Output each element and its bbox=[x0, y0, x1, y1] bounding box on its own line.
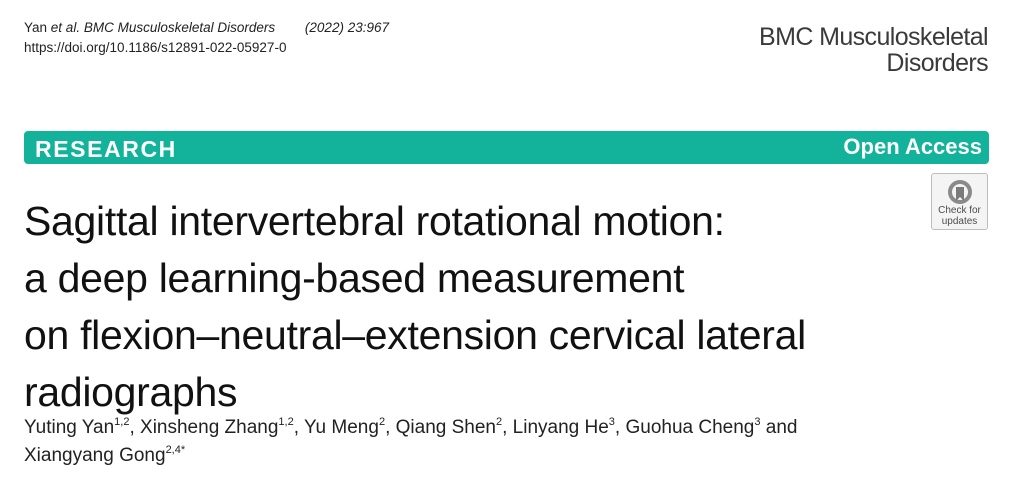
journal-logo[interactable]: BMC Musculoskeletal Disorders bbox=[759, 23, 989, 77]
author-affiliation: 1,2 bbox=[278, 416, 294, 428]
open-access-label: Open Access bbox=[843, 133, 982, 159]
author-name[interactable]: Yu Meng bbox=[303, 417, 379, 438]
citation-journal: BMC Musculoskeletal Disorders bbox=[83, 20, 276, 35]
badge-label-line2: updates bbox=[941, 216, 978, 227]
author-name[interactable]: Qiang Shen bbox=[395, 417, 496, 438]
author-separator: , bbox=[502, 417, 513, 438]
title-line: radiographs bbox=[24, 369, 238, 415]
citation-et-al: et al. bbox=[50, 20, 81, 35]
title-line: a deep learning-based measurement bbox=[24, 255, 685, 301]
author-list: Yuting Yan1,2, Xinsheng Zhang1,2, Yu Men… bbox=[24, 414, 904, 470]
author-affiliation: 3 bbox=[608, 416, 615, 428]
article-type-banner: RESEARCH Open Access bbox=[24, 131, 989, 164]
author-affiliation: 3 bbox=[754, 416, 761, 428]
author-name[interactable]: Xiangyang Gong bbox=[24, 445, 166, 466]
citation-header: Yan et al. BMC Musculoskeletal Disorders… bbox=[24, 18, 389, 58]
citation-line: Yan et al. BMC Musculoskeletal Disorders… bbox=[24, 18, 389, 38]
journal-logo-line2: Disorders bbox=[886, 49, 988, 77]
author-name[interactable]: Yuting Yan bbox=[24, 417, 115, 438]
citation-year-volume: (2022) 23:967 bbox=[304, 20, 389, 35]
author-separator: , bbox=[614, 417, 626, 438]
author-affiliation: 1,2 bbox=[114, 416, 130, 428]
title-line: on flexion–neutral–extension cervical la… bbox=[24, 312, 806, 358]
article-type-label: RESEARCH bbox=[35, 136, 177, 162]
author-name[interactable]: Xinsheng Zhang bbox=[140, 417, 279, 438]
author-affiliation: 2,4* bbox=[165, 444, 186, 456]
author-name[interactable]: Linyang He bbox=[512, 417, 609, 438]
check-for-updates-badge[interactable]: Check for updates bbox=[931, 173, 988, 230]
author-separator: and bbox=[760, 417, 798, 438]
author-separator: , bbox=[293, 417, 304, 438]
badge-label-line1: Check for bbox=[938, 205, 981, 216]
article-title: Sagittal intervertebral rotational motio… bbox=[24, 193, 919, 421]
journal-logo-line1: BMC Musculoskeletal bbox=[759, 23, 989, 51]
citation-authors: Yan bbox=[24, 20, 48, 35]
author-separator: , bbox=[129, 417, 141, 438]
author-separator: , bbox=[385, 417, 396, 438]
author-name[interactable]: Guohua Cheng bbox=[625, 417, 755, 438]
title-line: Sagittal intervertebral rotational motio… bbox=[24, 198, 725, 244]
author-affiliation: 2 bbox=[378, 416, 386, 428]
check-for-updates-icon bbox=[947, 180, 972, 204]
doi-link[interactable]: https://doi.org/10.1186/s12891-022-05927… bbox=[24, 40, 287, 55]
author-affiliation: 2 bbox=[495, 416, 503, 428]
